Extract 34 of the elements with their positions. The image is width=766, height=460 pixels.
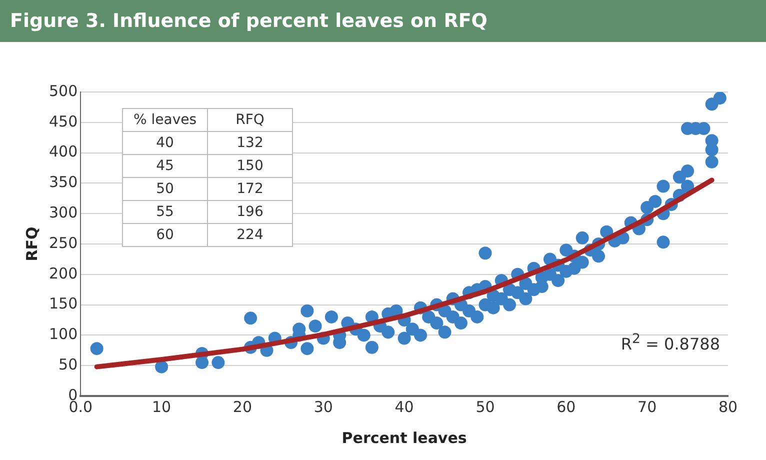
x-tick-label: 30 bbox=[314, 398, 333, 416]
annotation: 196 bbox=[208, 200, 292, 224]
y-tick-label: 250 bbox=[48, 234, 78, 252]
y-tick-label: 350 bbox=[48, 173, 78, 192]
annotation: 40 bbox=[122, 132, 208, 154]
y-tick-label: 400 bbox=[48, 142, 78, 161]
y-axis-title: RFQ bbox=[22, 226, 41, 262]
x-axis-title: Percent leaves bbox=[342, 428, 467, 447]
annotation: 45 bbox=[122, 154, 208, 178]
annotation: 55 bbox=[122, 200, 208, 224]
y-tick-label: 300 bbox=[48, 203, 78, 222]
x-tick-label: 10 bbox=[152, 398, 172, 416]
annotation: R$^{2}$ = 0.8788 bbox=[620, 332, 720, 354]
annotation: 224 bbox=[208, 224, 292, 246]
annotation: 150 bbox=[208, 154, 292, 178]
x-tick-label: 50 bbox=[476, 398, 495, 416]
annotation: 132 bbox=[208, 132, 292, 154]
annotation: 50 bbox=[122, 178, 208, 200]
annotation: % leaves bbox=[122, 108, 208, 132]
x-tick-label: 70 bbox=[638, 398, 657, 416]
x-tick-label: 20 bbox=[232, 398, 252, 416]
y-tick-label: 450 bbox=[48, 112, 78, 130]
x-tick-label: 40 bbox=[394, 398, 414, 416]
y-tick-label: 100 bbox=[48, 325, 78, 344]
annotation: RFQ bbox=[208, 108, 292, 132]
y-tick-label: 500 bbox=[48, 82, 78, 100]
y-tick-label: 50 bbox=[58, 355, 78, 374]
x-tick-label: 80 bbox=[718, 398, 738, 416]
x-tick-label: 60 bbox=[556, 398, 576, 416]
y-tick-label: 200 bbox=[48, 264, 78, 282]
chart-title: Figure 3. Influence of percent leaves on RFQ bbox=[0, 0, 766, 42]
annotation: 172 bbox=[208, 178, 292, 200]
annotation: 60 bbox=[122, 224, 208, 246]
y-tick-label: 150 bbox=[48, 294, 78, 313]
